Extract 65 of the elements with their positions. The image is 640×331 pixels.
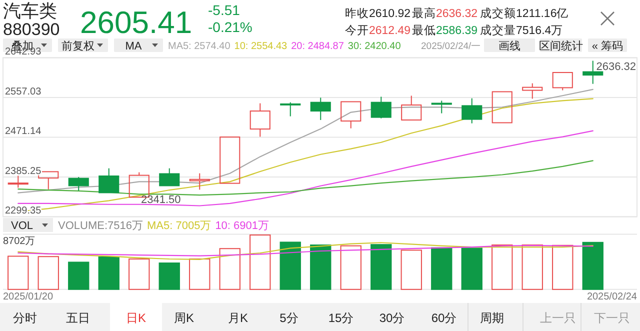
y-tick-label: 2385.25 (5, 166, 42, 177)
text: 成交量7516.4万 (480, 23, 564, 37)
text: VOL (10, 220, 34, 232)
bar (310, 244, 332, 290)
text: 880390 (3, 20, 60, 39)
text: 今开2612.49 (345, 24, 411, 37)
bar (340, 245, 362, 290)
bar (250, 234, 271, 290)
bar (280, 242, 301, 290)
y-tick-label: 2557.03 (5, 86, 42, 98)
text: 30: 2420.40 (348, 41, 402, 52)
text: 昨收2610.92 (345, 7, 411, 20)
bar (98, 256, 120, 290)
annotation: 2636.32 (596, 61, 636, 73)
bar (552, 244, 574, 290)
bar (8, 256, 29, 290)
bar (68, 262, 90, 290)
text: VOLUME:7516万 (58, 220, 143, 232)
bar (128, 258, 150, 290)
bar (158, 262, 180, 290)
text: 周K (174, 311, 194, 325)
series-label: 10: 6901万 (215, 220, 270, 232)
text: 下一只 (594, 311, 630, 325)
text: 日K (126, 311, 146, 325)
text: 20: 2484.87 (291, 41, 344, 52)
bar (370, 244, 392, 290)
text: 月K (228, 311, 248, 325)
text: MA5: 2574.40 (168, 41, 231, 52)
text: 2025/01/20 (3, 291, 54, 302)
y-tick-label: 2471.14 (5, 126, 42, 138)
text: 前复权 (62, 40, 94, 52)
bar (219, 248, 240, 290)
text: 汽车类 (3, 1, 57, 21)
text: 画线 (498, 40, 520, 52)
text: 15分 (328, 311, 354, 325)
text: 上一只 (540, 311, 576, 325)
text: 最低2586.39 (412, 24, 478, 37)
text: -5.51 (208, 2, 240, 18)
text: 分时 (13, 311, 37, 325)
bar (492, 244, 513, 290)
text: 60分 (431, 311, 457, 325)
text: 五日 (66, 311, 90, 325)
bar (431, 247, 452, 290)
text: 2025/02/24/一 (421, 41, 482, 52)
bar (522, 244, 543, 290)
bar (400, 250, 422, 290)
text: MA5: 7005万 (146, 220, 212, 232)
bar (38, 256, 59, 290)
text: -0.21% (208, 19, 252, 35)
annotation: 2341.50 (141, 194, 181, 206)
annotation: 8702万 (3, 236, 36, 247)
bar (461, 248, 482, 290)
text: 2025/02/24 (586, 291, 638, 302)
text: 周期 (480, 311, 504, 325)
text: 成交额1211.16亿 (480, 6, 569, 20)
text: MA (125, 40, 142, 52)
bar (189, 258, 210, 290)
text: 30分 (379, 311, 405, 325)
bar (582, 242, 604, 290)
text: 2605.41 (80, 5, 192, 40)
text: 最高2636.32 (412, 6, 478, 20)
text: « 筹码 (592, 40, 624, 52)
text: 5分 (280, 311, 298, 325)
text: 10: 2554.43 (234, 41, 288, 52)
text: 区间统计 (539, 40, 583, 52)
